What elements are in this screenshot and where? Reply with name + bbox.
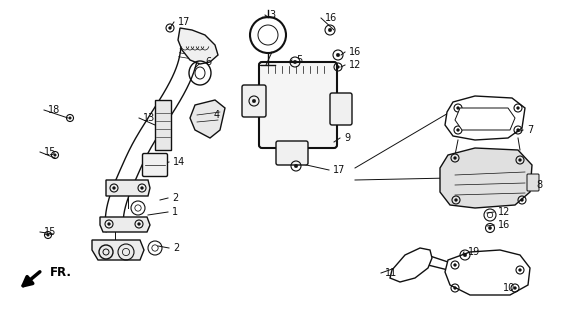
Circle shape [456, 107, 459, 109]
Circle shape [168, 27, 171, 29]
Circle shape [69, 117, 71, 119]
Text: 7: 7 [527, 125, 533, 135]
Polygon shape [445, 250, 530, 295]
Text: 3: 3 [269, 10, 275, 20]
Circle shape [54, 154, 56, 156]
Circle shape [336, 53, 340, 57]
FancyBboxPatch shape [276, 141, 308, 165]
Text: FR.: FR. [50, 266, 72, 278]
Text: 5: 5 [296, 55, 302, 65]
Text: 19: 19 [468, 247, 480, 257]
Circle shape [519, 268, 522, 271]
Polygon shape [155, 100, 171, 150]
Text: 2: 2 [173, 243, 179, 253]
Polygon shape [92, 240, 144, 260]
Circle shape [517, 129, 519, 132]
Text: 15: 15 [44, 227, 56, 237]
Text: 13: 13 [143, 113, 155, 123]
Text: 16: 16 [349, 47, 361, 57]
Polygon shape [106, 180, 150, 196]
Text: 16: 16 [498, 220, 510, 230]
Circle shape [252, 99, 256, 103]
Text: 12: 12 [498, 207, 510, 217]
Polygon shape [190, 100, 225, 138]
Circle shape [294, 164, 298, 168]
Circle shape [113, 187, 116, 189]
Circle shape [455, 199, 458, 201]
Text: 1: 1 [172, 207, 178, 217]
Circle shape [463, 253, 467, 257]
Text: 16: 16 [325, 13, 337, 23]
Circle shape [519, 159, 522, 161]
Circle shape [454, 264, 456, 266]
Text: 8: 8 [536, 180, 542, 190]
Text: 14: 14 [173, 157, 185, 167]
Polygon shape [178, 28, 218, 64]
Text: 12: 12 [349, 60, 361, 70]
Circle shape [46, 234, 49, 236]
Polygon shape [455, 108, 515, 130]
Polygon shape [390, 248, 432, 282]
Circle shape [328, 28, 332, 32]
Circle shape [337, 66, 340, 68]
Circle shape [108, 223, 111, 225]
Circle shape [488, 227, 492, 229]
Polygon shape [440, 148, 532, 208]
FancyBboxPatch shape [259, 62, 337, 148]
Polygon shape [445, 96, 525, 140]
Circle shape [293, 60, 297, 64]
Text: 17: 17 [333, 165, 345, 175]
Circle shape [514, 287, 517, 289]
FancyBboxPatch shape [142, 154, 167, 177]
Text: 9: 9 [344, 133, 350, 143]
Text: 6: 6 [205, 57, 211, 67]
FancyBboxPatch shape [242, 85, 266, 117]
Text: 2: 2 [172, 193, 178, 203]
Circle shape [521, 199, 523, 201]
Circle shape [141, 187, 143, 189]
Circle shape [454, 287, 456, 289]
Polygon shape [100, 217, 150, 232]
Circle shape [454, 156, 456, 159]
Text: 17: 17 [178, 17, 191, 27]
FancyBboxPatch shape [330, 93, 352, 125]
Text: 11: 11 [385, 268, 397, 278]
FancyBboxPatch shape [527, 174, 539, 191]
Text: 15: 15 [44, 147, 56, 157]
Text: 10: 10 [503, 283, 515, 293]
Circle shape [456, 129, 459, 132]
Text: 4: 4 [214, 110, 220, 120]
Circle shape [138, 223, 141, 225]
Text: 18: 18 [48, 105, 60, 115]
Circle shape [517, 107, 519, 109]
